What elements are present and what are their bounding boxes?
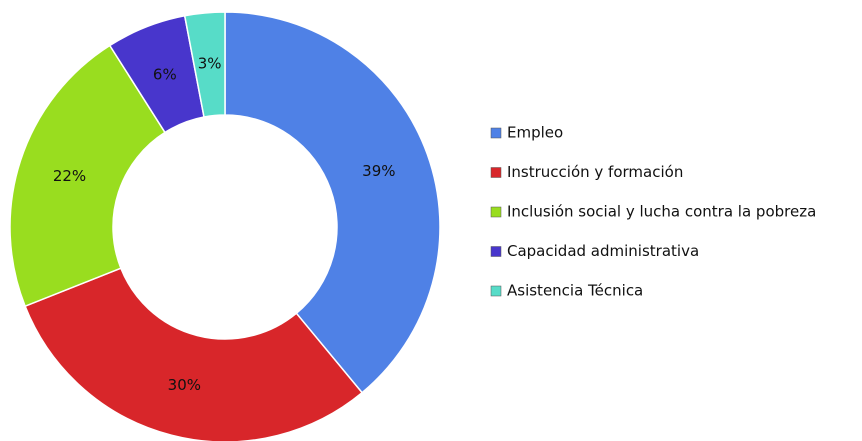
legend-label: Empleo: [507, 124, 563, 142]
data-label: 39%: [362, 162, 395, 180]
legend-swatch: [490, 285, 502, 297]
legend-swatch: [490, 127, 502, 139]
legend-label: Asistencia Técnica: [507, 282, 643, 300]
donut-segment: [24, 267, 364, 441]
legend-swatch: [490, 246, 502, 257]
legend: Empleo Instrucción y formación Inclusión s…: [490, 124, 816, 300]
data-label: 22%: [53, 167, 86, 185]
legend-swatch: [490, 206, 502, 218]
donut-segment: [9, 44, 167, 308]
legend-swatch: [490, 167, 502, 178]
data-label: 3%: [198, 55, 222, 73]
data-label: 30%: [168, 376, 201, 394]
data-label: 6%: [153, 65, 177, 83]
donut-segment: [183, 11, 226, 118]
legend-label: Capacidad administrativa: [507, 242, 699, 260]
legend-label: Inclusión social y lucha contra la pobre…: [507, 203, 816, 221]
legend-label: Instrucción y formación: [507, 163, 683, 181]
donut-segment: [224, 11, 441, 394]
